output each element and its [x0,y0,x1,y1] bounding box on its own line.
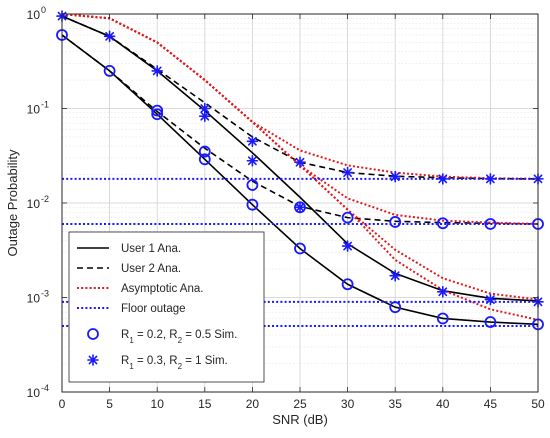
sim-marker-circle [389,301,402,314]
x-axis-label: SNR (dB) [272,412,328,427]
y-tick-label: 10 [27,8,41,22]
series-line [61,13,539,321]
sim-marker-asterisk [87,354,99,366]
sim-marker-circle [198,153,211,166]
series-layer [61,13,539,327]
legend: User 1 Ana. User 2 Ana. Asymptotic Ana. Flo… [68,231,265,383]
series-line [61,13,539,301]
legend-box [68,231,265,383]
legend-label: User 2 Ana. [121,263,181,275]
legend-label: R1 = 0.3, R2 = 1 Sim. [121,355,228,371]
y-tick-label: 10 [27,103,41,117]
sim-marker-circle [151,108,164,121]
sim-marker-circle [198,145,211,158]
x-tick-label: 45 [484,397,498,411]
sim-marker-asterisk [389,269,402,282]
sim-marker-asterisk [484,173,497,185]
sim-marker-asterisk [103,30,116,43]
series-line [61,34,539,326]
legend-label: Asymptotic Ana. [121,283,203,295]
sim-marker-circle [484,316,497,328]
legend-label: R1 = 0.2, R2 = 0.5 Sim. [121,329,237,345]
y-tick-exponent: 0 [41,5,46,15]
sim-marker-circle [246,179,259,191]
sim-marker-asterisk [436,285,449,298]
legend-label: Floor outage [121,303,186,315]
sim-marker-circle [294,242,306,255]
x-tick-label: 30 [341,397,355,411]
series-line [61,15,539,302]
sim-marker-asterisk [389,170,402,183]
sim-marker-circle [436,312,449,325]
x-tick-label: 25 [293,397,307,411]
sim-marker-asterisk [341,240,354,252]
sim-marker-circle [436,217,449,230]
sim-marker-asterisk [341,166,354,179]
x-tick-label: 40 [436,397,450,411]
y-tick-exponent: -1 [41,100,49,110]
sim-marker-circle [389,216,402,228]
sim-marker-asterisk [199,110,211,122]
sim-marker-asterisk [246,154,259,167]
x-tick-label: 50 [531,397,545,411]
sim-marker-asterisk [246,135,259,148]
sim-marker-circle [246,198,259,211]
sim-marker-circle [341,211,354,224]
x-tick-label: 35 [389,397,403,411]
y-tick-label: 10 [27,292,41,306]
marker-layer [56,10,544,331]
sim-marker-circle [103,64,116,77]
sim-marker-circle [341,278,354,291]
y-tick-exponent: -2 [41,194,49,204]
y-axis-label: Outage Probability [5,149,20,256]
sim-marker-asterisk [294,201,306,214]
x-tick-label: 15 [198,397,212,411]
sim-marker-circle [151,104,164,117]
sim-marker-asterisk [484,293,497,306]
sim-marker-asterisk [151,65,163,77]
y-tick-label: 10 [27,386,41,400]
legend-label: User 1 Ana. [121,243,181,255]
x-tick-label: 0 [59,397,66,411]
sim-marker-asterisk [294,156,306,169]
sim-marker-circle [484,218,497,230]
x-tick-label: 10 [151,397,165,411]
sim-marker-asterisk [436,173,449,185]
series-line [61,13,539,180]
y-tick-exponent: -4 [41,383,49,393]
x-tick-label: 5 [106,397,113,411]
y-tick-label: 10 [27,197,41,211]
x-tick-label: 20 [246,397,260,411]
y-tick-exponent: -3 [41,289,49,299]
sim-marker-circle [87,328,99,340]
